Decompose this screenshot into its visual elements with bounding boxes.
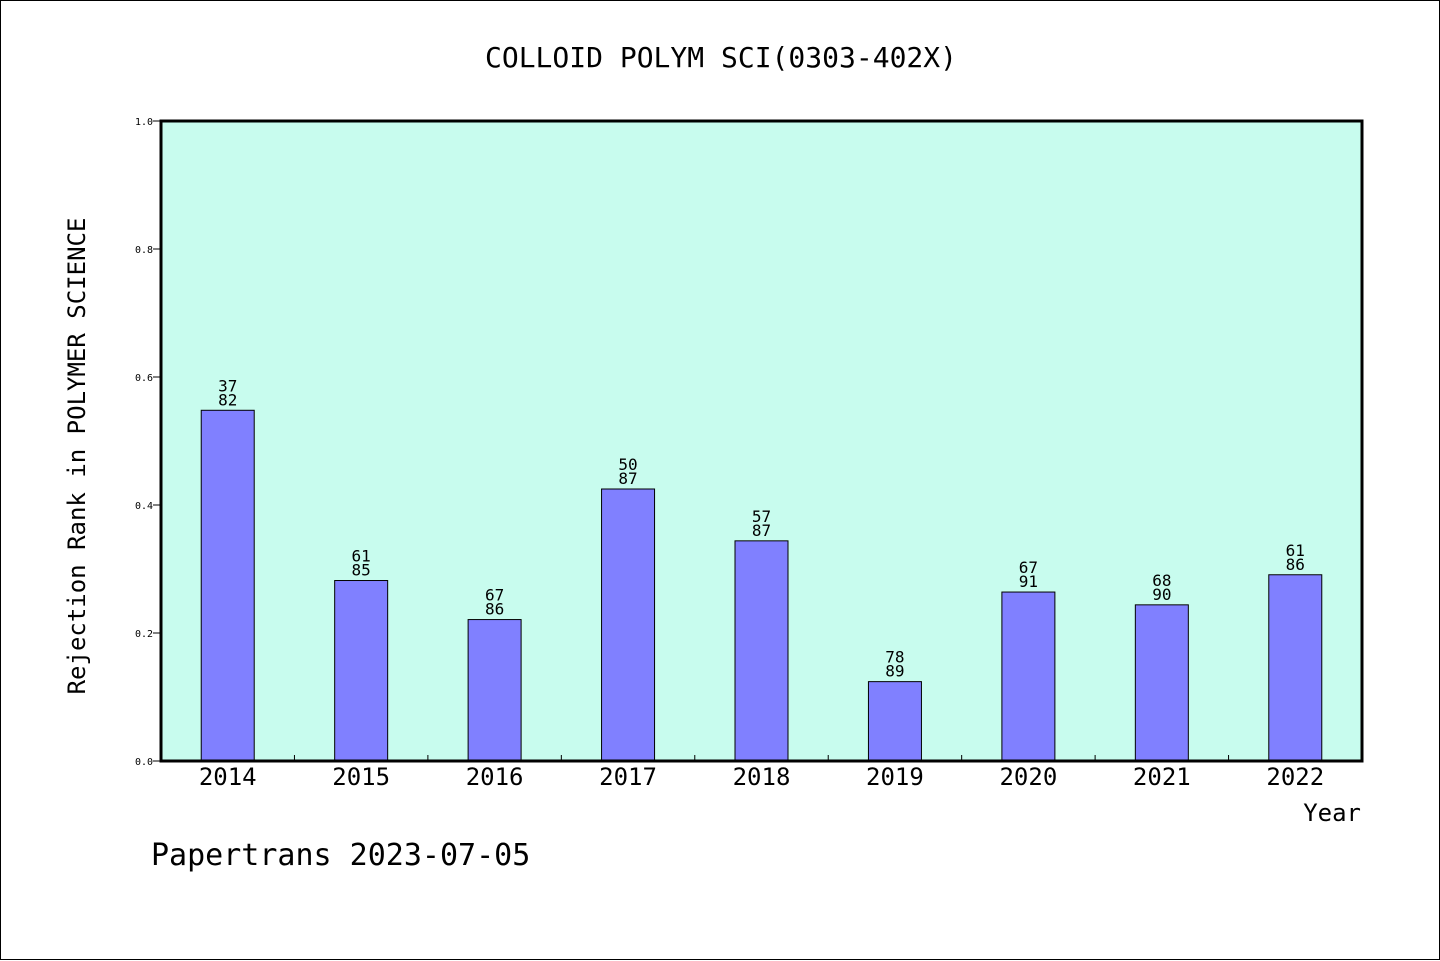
y-tick-label: 0.8	[135, 245, 153, 256]
x-axis-label: Year	[1303, 799, 1361, 827]
bar-2018	[734, 540, 789, 762]
y-axis-label: Rejection Rank in POLYMER SCIENCE	[63, 218, 91, 695]
bar-label-bottom-2020: 91	[1019, 572, 1038, 591]
bar-label-bottom-2018: 87	[752, 521, 771, 540]
x-tick-label-2016: 2016	[466, 763, 524, 791]
bar-label-top-2014: 37	[218, 376, 237, 395]
chart-title: COLLOID POLYM SCI(0303-402X)	[485, 41, 957, 74]
bar-label-top-2019: 78	[885, 648, 904, 667]
bar-2021	[1134, 604, 1189, 762]
x-tick-label-2014: 2014	[199, 763, 257, 791]
x-tick-label-2020: 2020	[999, 763, 1057, 791]
bar-label-bottom-2015: 85	[352, 561, 371, 580]
bar-2022	[1268, 574, 1323, 762]
bar-label-bottom-2014: 82	[218, 390, 237, 409]
y-tick-label: 0.2	[135, 629, 153, 640]
x-tick-label-2019: 2019	[866, 763, 924, 791]
y-tick-label: 0.4	[135, 501, 153, 512]
bar-label-bottom-2017: 87	[618, 469, 637, 488]
y-axis: 0.0 0.2 0.4 0.6 0.8 1.0	[135, 117, 161, 768]
bar-label-top-2018: 57	[752, 507, 771, 526]
bars-group	[200, 409, 1323, 762]
bar-label-bottom-2016: 86	[485, 600, 504, 619]
bar-2014	[200, 409, 255, 762]
y-tick-label: 0.6	[135, 373, 153, 384]
x-tick-label-2017: 2017	[599, 763, 657, 791]
x-axis: 2014 2015 2016 2017 2018 2019 2020 2021 2022	[199, 755, 1324, 791]
bar-label-top-2020: 67	[1019, 558, 1038, 577]
bar-2020	[1001, 591, 1056, 762]
bar-label-top-2016: 67	[485, 586, 504, 605]
x-tick-label-2021: 2021	[1133, 763, 1191, 791]
y-tick-label: 1.0	[135, 117, 153, 128]
bar-2015	[334, 580, 389, 762]
bar-2019	[867, 681, 922, 762]
bar-label-bottom-2022: 86	[1286, 555, 1305, 574]
y-tick-label: 0.0	[135, 757, 153, 768]
bar-label-top-2022: 61	[1286, 541, 1305, 560]
bar-2016	[467, 619, 522, 762]
x-tick-label-2022: 2022	[1266, 763, 1324, 791]
bar-label-top-2015: 61	[352, 547, 371, 566]
bar-label-bottom-2019: 89	[885, 662, 904, 681]
bar-label-top-2021: 68	[1152, 571, 1171, 590]
bar-label-top-2017: 50	[618, 455, 637, 474]
bar-label-bottom-2021: 90	[1152, 585, 1171, 604]
x-tick-label-2015: 2015	[332, 763, 390, 791]
bar-2017	[601, 488, 656, 762]
plot-border	[159, 119, 1364, 763]
x-tick-label-2018: 2018	[733, 763, 791, 791]
footer-credit: Papertrans 2023-07-05	[151, 838, 530, 873]
